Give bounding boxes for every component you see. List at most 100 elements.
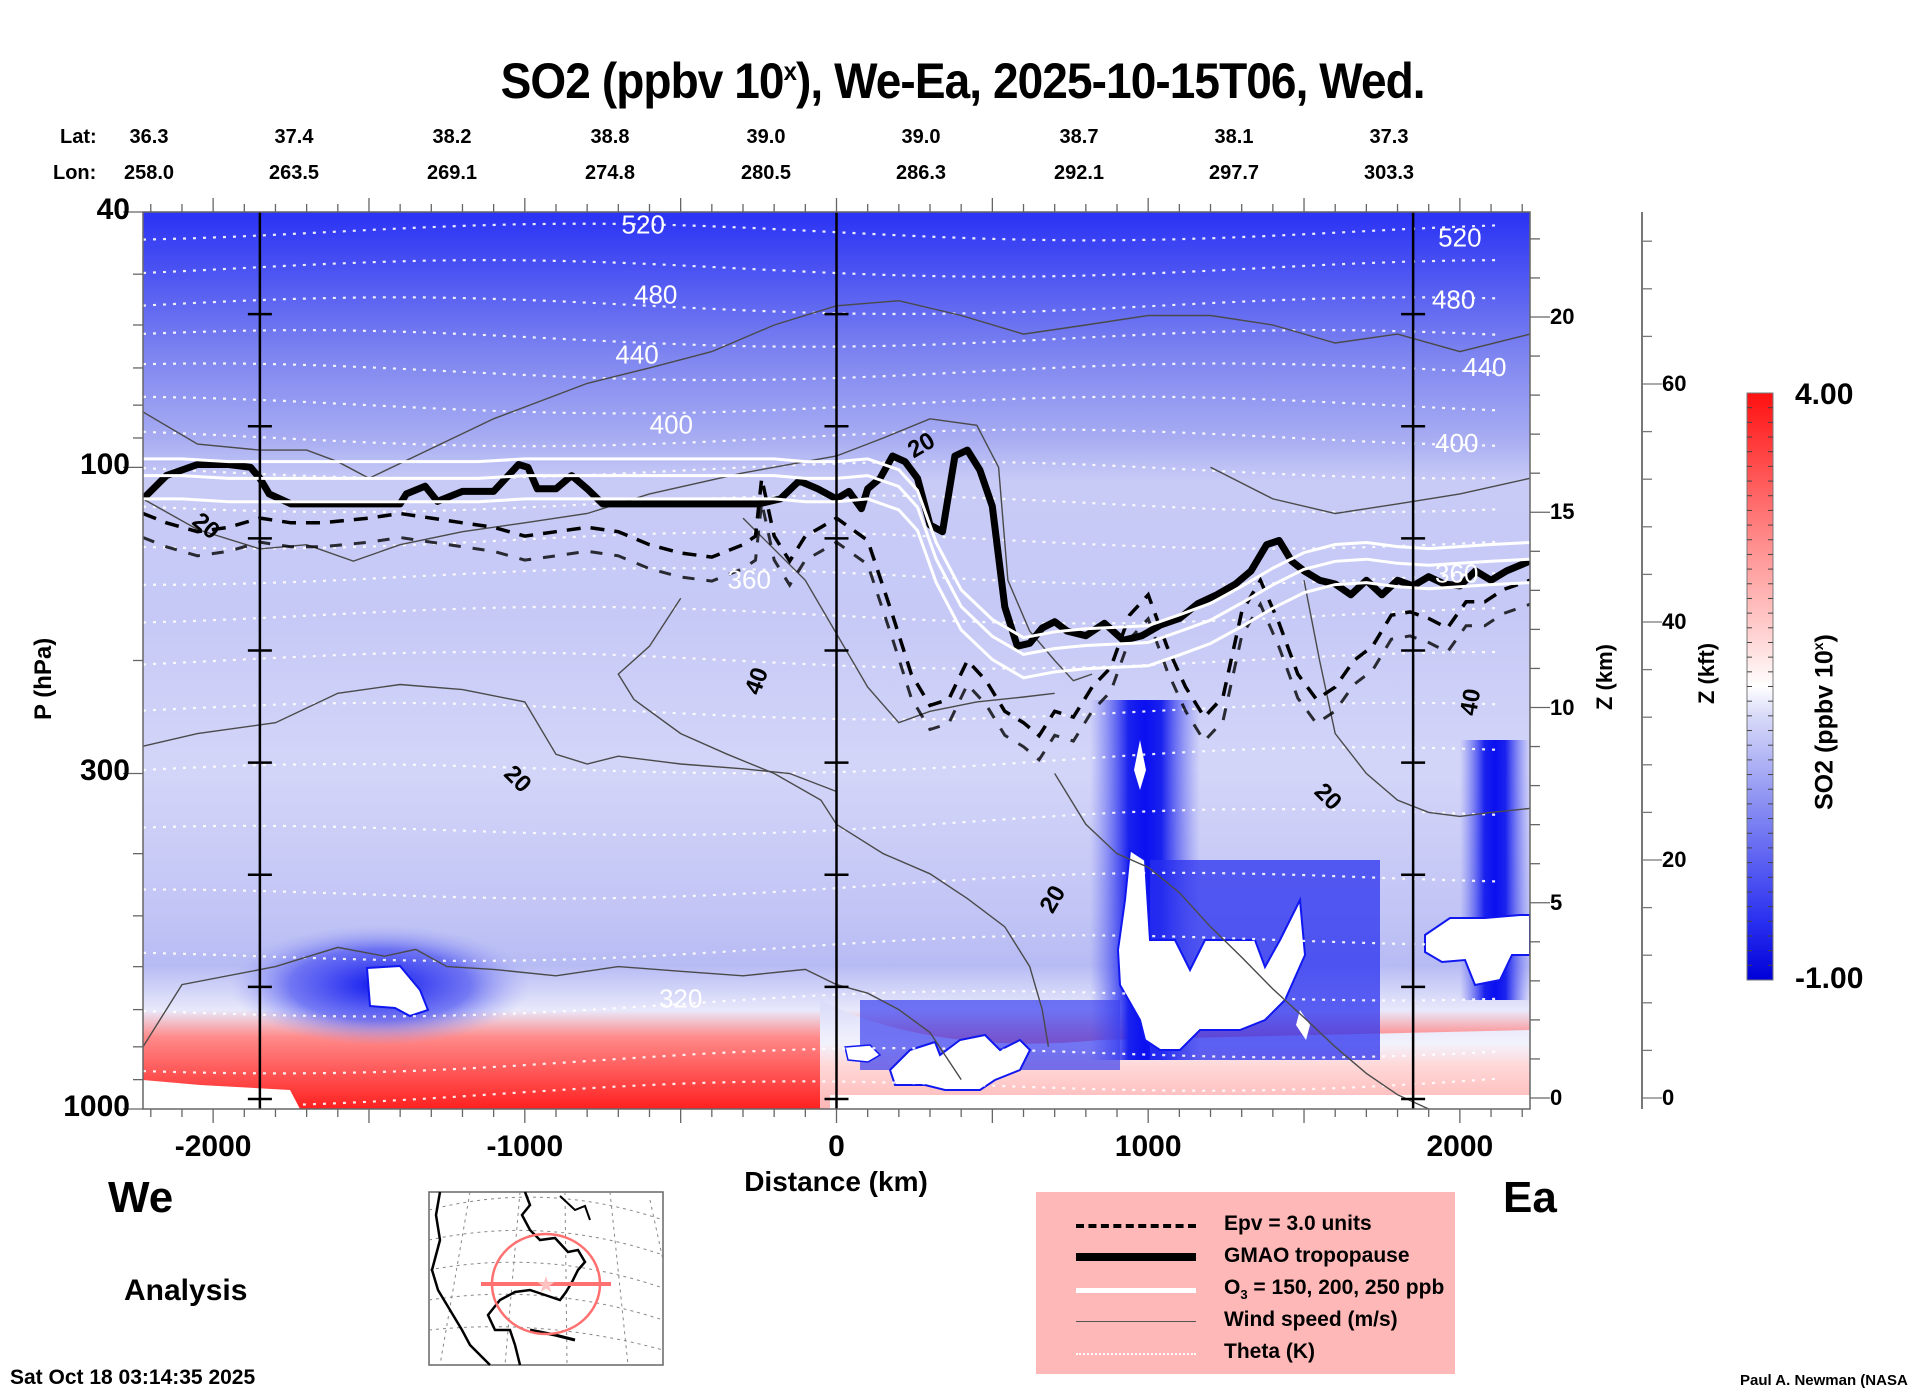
- wind-contour-line: [143, 683, 837, 793]
- x-axis-label: Distance (km): [744, 1166, 928, 1197]
- east-label: Ea: [1503, 1173, 1557, 1222]
- legend-label: Theta (K): [1224, 1340, 1315, 1363]
- zkm-tick-label: 0: [1550, 1085, 1563, 1110]
- theta-label: 320: [659, 983, 702, 1013]
- theta-label: 400: [1435, 428, 1478, 458]
- lon-value: 274.8: [584, 162, 636, 184]
- data-series: [143, 446, 1530, 763]
- lon-row-label: Lon:: [53, 162, 97, 184]
- legend-label: O3 = 150, 200, 250 ppb: [1224, 1276, 1444, 1302]
- zkm-tick-label: 10: [1550, 694, 1575, 720]
- lat-value: 36.3: [129, 126, 169, 148]
- theta-label: 440: [1463, 352, 1506, 382]
- below-ground-right: [830, 1095, 1530, 1109]
- inset-coastline-north: [559, 1195, 591, 1221]
- wind-contour-line: [143, 946, 962, 1080]
- ozone-contour-line: [143, 474, 1530, 656]
- zkm-tick-label: 20: [1550, 304, 1575, 329]
- lon-value: 280.5: [740, 162, 792, 184]
- y-tick-label: 40: [96, 193, 130, 226]
- legend-item-theta: Theta (K): [1036, 1338, 1455, 1368]
- theta-label: 480: [634, 280, 677, 310]
- legend-dashed-line-icon: [1076, 1224, 1196, 1228]
- lat-value: 38.7: [1059, 126, 1099, 148]
- author-credit: Paul A. Newman (NASA: [1740, 1372, 1908, 1389]
- x-tick-label: 0: [828, 1130, 845, 1163]
- zkft-tick-label: 60: [1662, 371, 1687, 396]
- y-tick-label: 1000: [63, 1090, 130, 1123]
- wind-contour-line: [143, 299, 1530, 480]
- legend-label: Epv = 3.0 units: [1224, 1212, 1372, 1235]
- legend-item-tropopause: GMAO tropopause: [1036, 1242, 1455, 1272]
- colorbar-max-label: 4.00: [1795, 378, 1854, 411]
- legend-label: Wind speed (m/s): [1224, 1308, 1398, 1331]
- y-tick-label: 100: [79, 448, 130, 482]
- west-label: We: [108, 1173, 174, 1222]
- zkm-tick-label: 15: [1550, 499, 1575, 525]
- legend-label-sub: 3: [1240, 1287, 1248, 1303]
- theta-contour-line: [143, 494, 1499, 514]
- colorbar-label-main: SO2 (ppbv 10: [1810, 650, 1839, 810]
- theta-label: 360: [1435, 559, 1478, 589]
- ozone-contour-line: [143, 497, 1530, 680]
- title-superscript: x: [783, 56, 797, 86]
- legend: Epv = 3.0 units GMAO tropopause O3 = 150…: [1036, 1192, 1455, 1374]
- legend-white-line-icon: [1076, 1288, 1196, 1293]
- colorbar-label-end: ): [1810, 634, 1839, 643]
- lon-value: 292.1: [1053, 162, 1105, 184]
- legend-thin-line-icon: [1076, 1321, 1196, 1322]
- theta-label: 360: [728, 564, 771, 594]
- theta-contour-line: [143, 395, 1499, 415]
- zkft-tick-label: 20: [1662, 847, 1687, 872]
- lat-value: 38.2: [432, 126, 472, 148]
- so2-hole: [1296, 1010, 1310, 1040]
- inset-center-star-icon: ★: [536, 1272, 556, 1297]
- lon-value: 286.3: [895, 162, 947, 184]
- lon-value: 269.1: [426, 162, 478, 184]
- ozone-contour-line: [143, 457, 1530, 640]
- theta-contour-line: [143, 428, 1499, 448]
- lon-value: 303.3: [1363, 162, 1415, 184]
- theta-contour-line: [143, 222, 1499, 242]
- legend-item-epv: Epv = 3.0 units: [1036, 1210, 1455, 1240]
- lon-value: 297.7: [1208, 162, 1260, 184]
- colorbar-label: SO2 (ppbv 10x): [1810, 634, 1839, 810]
- legend-label-main: O: [1224, 1276, 1241, 1299]
- wind-contour-line: [1303, 580, 1530, 818]
- legend-thick-line-icon: [1076, 1253, 1196, 1261]
- colorbar-label-sup: x: [1810, 642, 1826, 651]
- theta-contour-line: [143, 328, 1499, 348]
- theta-contour-line: [143, 530, 1499, 550]
- theta-contour-line: [143, 746, 1499, 775]
- wind-contour-line: [1210, 466, 1530, 515]
- wind-speed-contours: [143, 299, 1530, 1109]
- wind-contour-line: [1054, 773, 1431, 1109]
- zkm-tick-label: 5: [1550, 889, 1563, 915]
- contour-labels: 5204804404003603205204804404003602020402…: [187, 210, 1506, 1014]
- inset-coastline-west: [430, 1191, 491, 1366]
- theta-label: 480: [1432, 285, 1475, 315]
- lat-row-label: Lat:: [60, 126, 97, 148]
- zkft-axis-label: Z (kft): [1694, 642, 1719, 704]
- colorbar-min-label: -1.00: [1795, 962, 1864, 995]
- theta-contour-line: [143, 807, 1499, 837]
- x-tick-label: -2000: [174, 1130, 252, 1163]
- theta-contour-line: [143, 296, 1499, 316]
- inset-map: ★: [428, 1191, 664, 1366]
- wind-contour-line: [742, 517, 1055, 724]
- theta-label: 440: [615, 340, 658, 370]
- inset-map-frame: [428, 1191, 664, 1366]
- theta-label: 520: [1438, 223, 1481, 253]
- legend-label: GMAO tropopause: [1224, 1244, 1410, 1267]
- zkft-tick-label: 40: [1662, 609, 1687, 634]
- theta-label: 520: [622, 210, 665, 240]
- theta-contour-line: [143, 650, 1499, 670]
- zkm-axis-label: Z (km): [1592, 644, 1617, 710]
- theta-label: 400: [650, 409, 693, 439]
- y-axis-label: P (hPa): [30, 637, 57, 720]
- theta-contours: [143, 222, 1499, 1108]
- so2-hole: [365, 964, 430, 1018]
- legend-item-ozone: O3 = 150, 200, 250 ppb: [1036, 1274, 1455, 1304]
- vertical-markers: [247, 212, 1426, 1109]
